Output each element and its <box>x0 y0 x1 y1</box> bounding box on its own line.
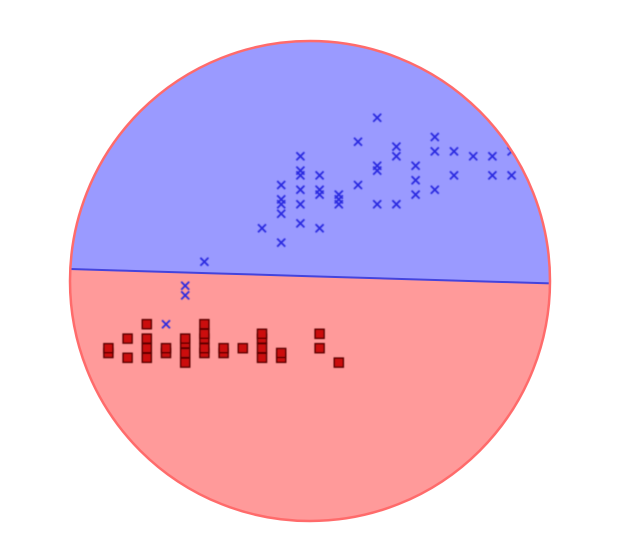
x-marker-point <box>314 223 325 233</box>
square-marker-point <box>314 328 325 340</box>
x-marker-point <box>334 189 344 200</box>
x-marker-point <box>391 199 402 209</box>
x-marker-point <box>430 132 440 142</box>
x-marker-point <box>295 185 306 195</box>
x-marker-point <box>314 170 325 181</box>
x-marker-point <box>506 170 517 181</box>
square-marker-point <box>141 333 153 344</box>
x-marker-point <box>487 151 498 161</box>
square-marker-point <box>199 318 210 330</box>
square-marker-point <box>141 318 153 330</box>
square-marker-point <box>179 347 191 359</box>
square-marker-point <box>122 352 133 364</box>
x-marker-point <box>410 189 421 200</box>
x-marker-point <box>314 185 325 195</box>
x-marker-point <box>257 223 267 233</box>
x-marker-point <box>295 165 306 176</box>
x-marker-point <box>372 199 382 209</box>
square-marker-point <box>256 352 268 364</box>
x-marker-point <box>276 237 286 248</box>
x-marker-point <box>410 161 421 171</box>
x-marker-point <box>391 141 402 152</box>
x-marker-point <box>449 146 459 157</box>
square-marker-point <box>199 328 210 340</box>
x-marker-point <box>353 180 363 190</box>
x-marker-point <box>449 170 459 181</box>
square-marker-point <box>122 333 133 344</box>
square-marker-point <box>103 342 114 354</box>
square-marker-point <box>333 357 345 368</box>
x-marker-point <box>276 209 286 219</box>
lens-rim <box>68 39 552 523</box>
x-marker-point <box>410 175 421 185</box>
x-marker-point <box>180 281 190 291</box>
x-marker-point <box>295 151 306 161</box>
x-marker-point <box>353 137 363 147</box>
square-marker-point <box>314 342 325 354</box>
x-marker-point <box>430 185 440 195</box>
x-marker-point <box>468 151 478 161</box>
square-marker-point <box>256 328 268 340</box>
data-points <box>103 113 517 368</box>
x-marker-point <box>199 257 210 267</box>
square-marker-point <box>237 342 249 354</box>
x-marker-point <box>180 290 190 301</box>
x-marker-point <box>506 122 517 133</box>
x-marker-point <box>487 170 498 181</box>
x-marker-point <box>372 113 382 123</box>
x-marker-point <box>372 161 382 171</box>
square-marker-point <box>179 357 191 368</box>
x-marker-point <box>161 319 171 329</box>
x-marker-point <box>295 199 306 209</box>
square-marker-point <box>256 342 268 354</box>
x-marker-point <box>276 180 286 190</box>
square-marker-point <box>275 347 287 359</box>
decision-boundary-line <box>70 268 550 285</box>
x-marker-point <box>391 151 402 161</box>
square-marker-point <box>199 342 210 354</box>
x-marker-point <box>295 218 306 229</box>
square-marker-point <box>179 333 191 344</box>
square-marker-point <box>160 342 172 354</box>
x-marker-point <box>276 194 286 205</box>
class-region-red <box>70 269 550 521</box>
square-marker-point <box>141 352 153 364</box>
square-marker-point <box>141 342 153 354</box>
square-marker-point <box>218 342 229 354</box>
x-marker-point <box>430 146 440 157</box>
